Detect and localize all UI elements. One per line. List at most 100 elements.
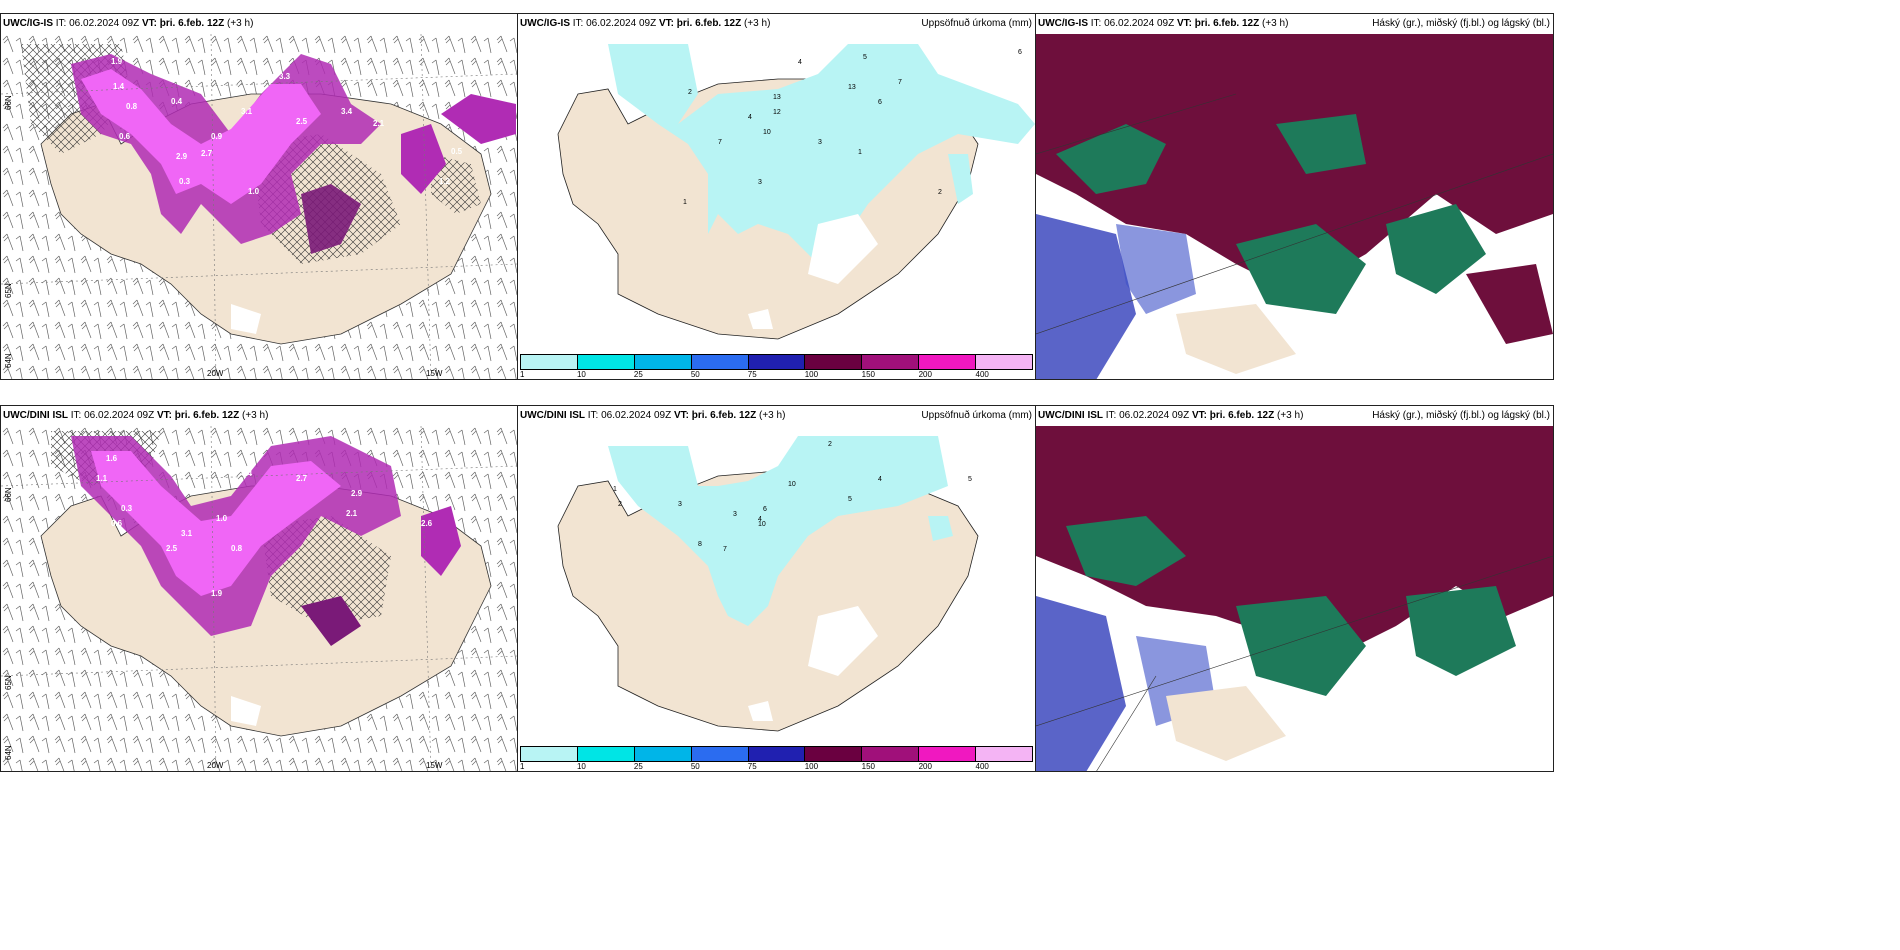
model-name: UWC/IG-IS [1038, 18, 1088, 29]
lat-label: 64N [4, 745, 13, 760]
snow-value: 1.1 [96, 474, 108, 483]
glacier [231, 696, 261, 726]
glacier [808, 606, 878, 676]
legend-tick: 10 [576, 370, 586, 379]
legend-tick: 100 [804, 370, 819, 379]
legend-swatch [577, 355, 635, 369]
panel-header: UWC/IG-IS IT: 06.02.2024 09Z VT: þri. 6.… [1036, 14, 1553, 34]
snow-value: 1.9 [211, 589, 223, 598]
init-time: IT: 06.02.2024 09Z [587, 410, 672, 421]
panel-title: Uppsöfnuð úrkoma (mm) [921, 18, 1032, 29]
precip-value: 13 [773, 94, 781, 101]
legend-tick: 200 [918, 370, 932, 379]
color-legend [520, 354, 1033, 370]
panel-precip-top: UWC/IG-IS IT: 06.02.2024 09Z VT: þri. 6.… [517, 13, 1036, 380]
snow-value: 1.9 [111, 57, 123, 66]
legend-tick: 150 [861, 370, 876, 379]
snow-value: 2.9 [351, 489, 363, 498]
precip-value: 4 [758, 516, 762, 523]
cloud-mid [1056, 124, 1166, 194]
lat-label: 65N [4, 283, 13, 298]
lat-label: 66N [4, 95, 13, 110]
cloud-mid [1066, 516, 1186, 586]
vt-label: VT: [156, 410, 172, 421]
cloud-mid [1386, 204, 1486, 294]
legend-tick: 400 [975, 370, 989, 379]
snow-value: 2.1 [346, 509, 358, 518]
precip-value: 6 [878, 99, 882, 106]
lon-label: 20W [207, 369, 224, 378]
snow-value: 3.4 [341, 107, 353, 116]
lat-label: 64N [4, 353, 13, 368]
legend-tick: 1 [520, 370, 525, 379]
valid-time: þri. 6.feb. 12Z [1209, 410, 1275, 421]
legend-swatch [577, 747, 635, 761]
precip-value: 5 [968, 476, 972, 483]
glacier [748, 701, 773, 721]
lead-time: (+3 h) [1277, 410, 1304, 421]
snow-area [401, 124, 446, 194]
precip-value: 10 [763, 129, 771, 136]
hatch-area [431, 154, 481, 214]
valid-time: þri. 6.feb. 12Z [691, 410, 757, 421]
snow-value: 0.3 [179, 177, 191, 186]
snow-value: 0.3 [121, 504, 133, 513]
map-clouds [1036, 426, 1553, 771]
legend-tick: 200 [918, 762, 932, 771]
precip-value: 7 [723, 546, 727, 553]
precip-value: 2 [688, 89, 692, 96]
map-wind-snow: 1.6 1.1 0.3 3.1 2.5 0.8 1.9 2.7 2.1 2.9 … [1, 426, 517, 771]
snow-value: 1.0 [248, 187, 260, 196]
panel-header: UWC/IG-IS IT: 06.02.2024 09Z VT: þri. 6.… [518, 14, 1035, 34]
snow-value: 2.7 [201, 149, 213, 158]
panel-header: UWC/DINI ISL IT: 06.02.2024 09Z VT: þri.… [518, 406, 1035, 426]
init-time: IT: 06.02.2024 09Z [70, 410, 155, 421]
cloud-mid [1236, 224, 1366, 314]
precip-value: 4 [878, 476, 882, 483]
precip-value: 5 [848, 496, 852, 503]
init-time: IT: 06.02.2024 09Z [572, 18, 657, 29]
snow-value: 1.4 [113, 82, 125, 91]
precip-area [928, 516, 953, 541]
glacier [748, 309, 773, 329]
precip-value: 13 [848, 84, 856, 91]
snow-area [301, 184, 361, 254]
precip-area [608, 436, 948, 626]
panel-title: Uppsöfnuð úrkoma (mm) [921, 410, 1032, 421]
legend-swatch [805, 747, 863, 761]
legend-ticks: 1 10 25 50 75 100 150 200 400 [520, 762, 1033, 771]
snow-value: 0.4 [171, 97, 183, 106]
valid-time: þri. 6.feb. 12Z [676, 18, 742, 29]
precip-value: 5 [863, 54, 867, 61]
legend-swatch [748, 747, 806, 761]
precip-value: 4 [748, 114, 752, 121]
legend-tick: 10 [576, 762, 586, 771]
panel-header: UWC/IG-IS IT: 06.02.2024 09Z VT: þri. 6.… [1, 14, 517, 34]
snow-value: 3.1 [241, 107, 253, 116]
legend-swatch [521, 747, 578, 761]
snow-core [91, 451, 341, 596]
lon-label: 15W [426, 761, 443, 770]
valid-time: þri. 6.feb. 12Z [174, 410, 240, 421]
snow-value: 1.6 [106, 454, 118, 463]
snow-value: 0.6 [111, 519, 123, 528]
lead-time: (+3 h) [242, 410, 269, 421]
precip-value: 7 [718, 139, 722, 146]
lead-time: (+3 h) [759, 410, 786, 421]
legend-tick: 75 [747, 762, 757, 771]
valid-time: þri. 6.feb. 12Z [1194, 18, 1260, 29]
snow-value: 2.6 [284, 51, 296, 60]
precip-value: 6 [763, 506, 767, 513]
snow-value: 2.9 [176, 152, 188, 161]
precip-value: 1 [858, 149, 862, 156]
legend-swatch [862, 355, 920, 369]
snow-value: 2.5 [166, 544, 178, 553]
map-precip: 2 4 13 12 10 7 13 5 4 6 3 1 3 1 2 7 6 [518, 34, 1035, 354]
legend-swatch [976, 747, 1033, 761]
legend-tick: 400 [975, 762, 989, 771]
panel-header: UWC/DINI ISL IT: 06.02.2024 09Z VT: þri.… [1036, 406, 1553, 426]
precip-value: 1 [683, 199, 687, 206]
legend-swatch [634, 747, 692, 761]
snow-value: 0.8 [126, 102, 138, 111]
vt-label: VT: [1176, 18, 1192, 29]
